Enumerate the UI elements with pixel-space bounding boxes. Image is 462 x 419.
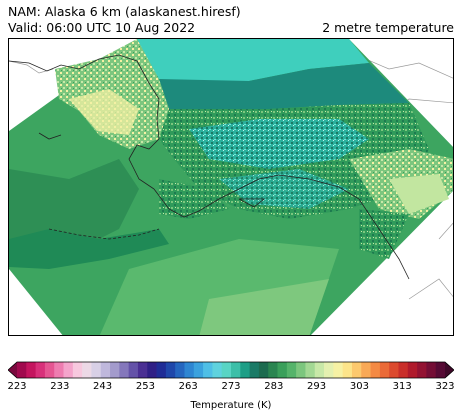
panhandle	[359, 209, 409, 259]
aleutian-islands	[48, 228, 160, 240]
colorbar-bin	[351, 362, 362, 378]
coast-bristol	[128, 138, 160, 190]
colorbar-graphic	[8, 361, 454, 379]
colorbar-bin	[258, 362, 269, 378]
colorbar-bin	[361, 362, 371, 378]
colorbar-bin	[221, 362, 232, 378]
colorbar-tick-label: 253	[135, 381, 155, 392]
ocean-deep-west	[9, 159, 139, 254]
colorbar-bin	[426, 362, 437, 378]
arctic-ocean	[137, 39, 369, 87]
colorbar-bin	[286, 362, 297, 378]
field-title: 2 metre temperature	[322, 20, 454, 35]
ocean-pale-south	[199, 279, 329, 335]
colorbar-bin	[333, 362, 344, 378]
colorbar-bin	[63, 362, 74, 378]
colorbar-tick-label: 233	[50, 381, 70, 392]
colorbar-tick-label: 263	[178, 381, 198, 392]
aleutian-band	[9, 229, 169, 269]
st-lawrence-island	[38, 132, 62, 140]
colorbar-bin	[175, 362, 185, 378]
colorbar-bin	[389, 362, 399, 378]
colorbar-bin	[277, 362, 288, 378]
outer-coastline-west	[9, 60, 54, 74]
colorbar-bin	[35, 362, 46, 378]
colorbar	[8, 360, 454, 380]
colorbar-ticks: 223 233 243 253 263 273 283 293 303 313 323	[7, 381, 454, 395]
colorbar-bin	[305, 362, 316, 378]
temperature-map	[9, 39, 453, 335]
alaska-peninsula	[159, 179, 229, 219]
colorbar-tick-label: 323	[435, 381, 455, 392]
coast-peninsula	[153, 188, 240, 218]
colorbar-tick-label: 283	[264, 381, 284, 392]
kodiak-island	[238, 198, 266, 208]
colorbar-bin	[314, 362, 325, 378]
colorbar-tick-label: 223	[7, 381, 27, 392]
map-title: NAM: Alaska 6 km (alaskanest.hiresf) Val…	[8, 4, 241, 36]
coastlines	[9, 54, 410, 280]
model-title: NAM: Alaska 6 km (alaskanest.hiresf)	[8, 4, 241, 19]
brooks-alaska-range-ice	[189, 119, 369, 169]
colorbar-tick-label: 303	[349, 381, 369, 392]
colorbar-bin	[26, 362, 36, 378]
colorbar-bin	[100, 362, 111, 378]
colorbar-tick-label: 293	[307, 381, 327, 392]
colorbar-over-arrow	[445, 362, 454, 378]
coast-gulf	[238, 174, 410, 280]
colorbar-bin	[203, 362, 213, 378]
colorbar-bin	[231, 362, 241, 378]
model-domain	[9, 39, 453, 335]
colorbar-bin	[370, 362, 381, 378]
colorbar-bin	[44, 362, 55, 378]
colorbar-bin	[91, 362, 102, 378]
colorbar-bin	[17, 362, 27, 378]
colorbar-bin	[147, 362, 157, 378]
colorbar-outline	[8, 361, 454, 379]
colorbar-bin	[240, 362, 250, 378]
yukon-hot	[389, 174, 449, 214]
colorbar-bin	[72, 362, 83, 378]
colorbar-bin	[156, 362, 167, 378]
colorbar-bin	[184, 362, 195, 378]
colorbar-bin	[296, 362, 306, 378]
colorbar-bin	[435, 362, 446, 378]
colorbar-bin	[193, 362, 204, 378]
colorbar-bin	[110, 362, 120, 378]
colorbar-bin	[379, 362, 390, 378]
outer-coastline-southeast	[408, 278, 453, 300]
colorbar-bin	[212, 362, 223, 378]
colorbar-bin	[324, 362, 334, 378]
colorbar-under-arrow	[8, 362, 17, 378]
map-panel	[8, 38, 454, 336]
colorbar-bin	[407, 362, 418, 378]
colorbar-bin	[54, 362, 64, 378]
colorbar-bin	[128, 362, 139, 378]
colorbar-bin	[137, 362, 148, 378]
warm-patch-west	[69, 89, 139, 135]
colorbar-label: Temperature (K)	[190, 400, 272, 411]
colorbar-bin	[165, 362, 176, 378]
colorbar-bin	[249, 362, 260, 378]
valid-time: Valid: 06:00 UTC 10 Aug 2022	[8, 20, 196, 35]
colorbar-bin	[417, 362, 427, 378]
colorbar-bin	[82, 362, 92, 378]
coast-northwest	[9, 54, 160, 140]
colorbar-bin	[342, 362, 353, 378]
north-slope-cold	[159, 63, 409, 117]
colorbar-tick-label: 313	[392, 381, 412, 392]
colorbar-tick-label: 243	[93, 381, 113, 392]
outer-border-southeast	[438, 222, 453, 240]
colorbar-bin	[398, 362, 409, 378]
colorbar-bin	[268, 362, 278, 378]
colorbar-bin	[119, 362, 130, 378]
outer-border-north	[360, 56, 453, 79]
colorbar-tick-label: 273	[221, 381, 241, 392]
